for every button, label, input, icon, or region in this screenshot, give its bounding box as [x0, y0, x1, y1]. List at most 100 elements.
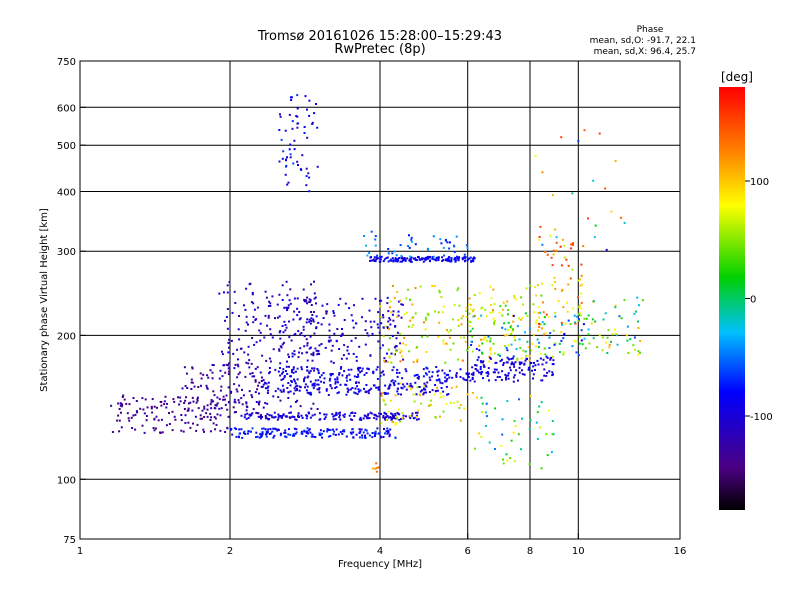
data-point	[296, 389, 299, 392]
data-point	[444, 258, 447, 261]
data-point	[159, 431, 162, 434]
data-point	[533, 361, 535, 364]
data-point	[377, 388, 380, 391]
data-point	[235, 435, 238, 438]
data-point	[234, 401, 237, 404]
data-point	[314, 436, 317, 438]
data-point	[444, 376, 447, 379]
data-point	[279, 115, 282, 118]
data-point	[306, 385, 309, 388]
data-point	[254, 391, 257, 394]
data-point	[380, 299, 383, 302]
data-point	[387, 392, 390, 395]
data-point	[253, 375, 256, 378]
data-point	[313, 384, 316, 387]
data-point	[375, 256, 378, 259]
data-point	[366, 432, 369, 435]
data-point	[224, 319, 226, 322]
data-point	[325, 388, 328, 391]
data-point	[171, 429, 174, 432]
data-point	[332, 415, 335, 418]
data-point	[309, 416, 312, 419]
data-point	[264, 415, 267, 417]
data-point	[327, 394, 330, 396]
data-point	[150, 407, 153, 410]
data-point	[446, 259, 449, 262]
data-point	[455, 385, 458, 388]
data-point	[566, 310, 569, 313]
data-point	[407, 385, 410, 388]
data-point	[513, 460, 516, 463]
data-point	[538, 306, 541, 309]
data-point	[538, 238, 541, 241]
colorbar	[719, 87, 745, 510]
data-point	[397, 393, 400, 396]
data-point	[459, 419, 462, 422]
data-point	[492, 317, 495, 320]
data-point	[579, 278, 581, 281]
data-point	[533, 311, 535, 314]
data-point	[261, 376, 263, 379]
data-point	[398, 257, 400, 260]
data-point	[283, 320, 286, 323]
data-point	[121, 396, 124, 398]
data-point	[517, 379, 519, 382]
data-point	[206, 404, 209, 407]
data-point	[500, 378, 503, 381]
data-point	[249, 372, 252, 375]
data-point	[580, 329, 583, 332]
data-point	[312, 387, 315, 390]
data-point	[292, 434, 294, 437]
data-point	[292, 433, 295, 436]
data-point	[410, 240, 413, 243]
data-point	[380, 413, 382, 415]
data-point	[219, 414, 222, 417]
data-point	[213, 407, 216, 410]
data-point	[258, 392, 260, 395]
data-point	[546, 253, 549, 256]
data-point	[384, 403, 387, 406]
data-point	[278, 349, 281, 352]
data-point	[396, 260, 399, 262]
data-point	[379, 347, 382, 350]
data-point	[144, 398, 147, 401]
data-point	[388, 355, 391, 358]
data-point	[283, 306, 286, 309]
data-point	[573, 314, 576, 317]
data-point	[235, 411, 237, 413]
data-point	[339, 411, 341, 414]
data-point	[395, 371, 398, 374]
data-point	[638, 304, 640, 307]
data-point	[592, 300, 595, 302]
data-point	[305, 175, 308, 178]
data-point	[343, 370, 346, 373]
data-point	[481, 370, 484, 373]
data-point	[174, 418, 177, 421]
data-point	[313, 332, 316, 335]
data-point	[507, 328, 510, 331]
data-point	[531, 369, 534, 372]
data-point	[251, 337, 254, 339]
data-point	[310, 283, 312, 286]
data-point	[424, 388, 427, 391]
data-point	[419, 394, 422, 397]
data-point	[509, 326, 512, 329]
data-point	[323, 381, 325, 384]
data-point	[269, 304, 272, 307]
data-point	[482, 364, 485, 367]
data-point	[401, 411, 404, 414]
data-point	[448, 259, 451, 262]
data-point	[447, 331, 450, 334]
data-point	[394, 414, 397, 417]
data-point	[216, 413, 219, 416]
data-point	[227, 373, 230, 376]
data-point	[296, 107, 299, 110]
data-point	[310, 304, 313, 306]
data-point	[400, 316, 403, 319]
data-point	[372, 258, 375, 261]
data-point	[471, 376, 474, 379]
data-point	[528, 463, 531, 466]
data-point	[399, 332, 402, 335]
data-point	[410, 326, 413, 329]
